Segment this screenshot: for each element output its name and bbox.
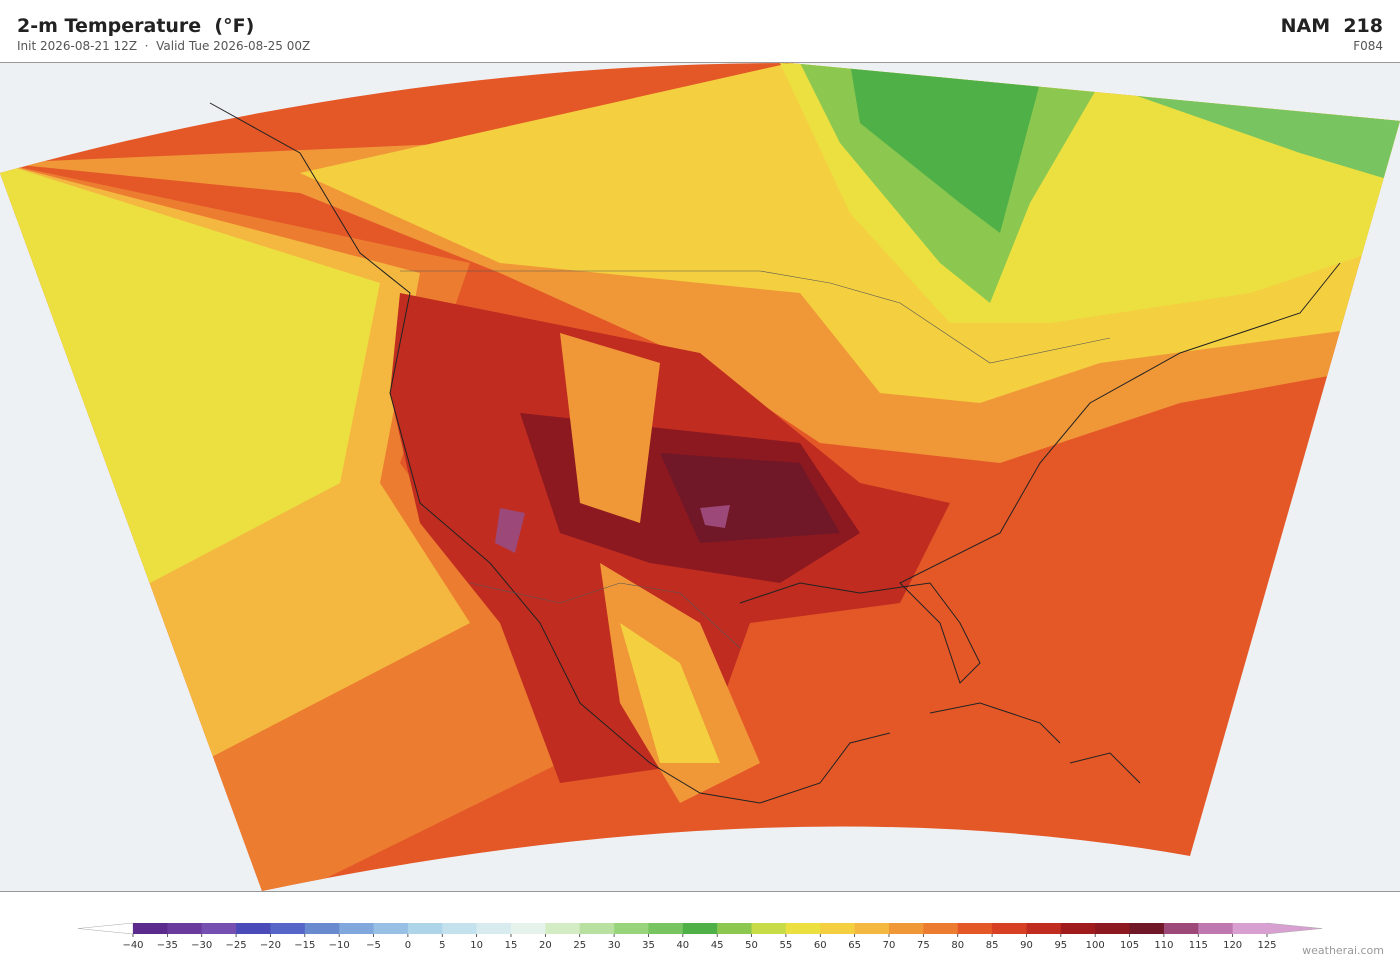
- colorbar-segment: [339, 923, 375, 934]
- colorbar-segment: [1095, 923, 1131, 934]
- colorbar-segment: [923, 923, 959, 934]
- colorbar-tick-label: 45: [711, 940, 724, 951]
- colorbar-tick-label: −10: [329, 940, 350, 951]
- colorbar-segment: [167, 923, 203, 934]
- colorbar-tick-label: 35: [642, 940, 655, 951]
- colorbar-segment: [201, 923, 237, 934]
- forecast-hour: F084: [1353, 39, 1383, 53]
- colorbar-tick-label: 100: [1086, 940, 1105, 951]
- colorbar-tick-label: −30: [191, 940, 212, 951]
- colorbar-segment: [682, 923, 718, 934]
- subtitle: Init 2026-08-21 12Z · Valid Tue 2026-08-…: [17, 39, 311, 53]
- colorbar-tick-label: 0: [405, 940, 411, 951]
- colorbar-tick-label: 50: [745, 940, 758, 951]
- colorbar-tick-label: 120: [1223, 940, 1242, 951]
- colorbar-tick-label: 30: [608, 940, 621, 951]
- colorbar-tick-label: 110: [1154, 940, 1173, 951]
- colorbar-tick-label: 75: [917, 940, 930, 951]
- colorbar-segment: [717, 923, 753, 934]
- colorbar-segment: [579, 923, 615, 934]
- watermark: weatherai.com: [1302, 944, 1384, 957]
- colorbar-segment: [1026, 923, 1062, 934]
- colorbar-tick-label: −20: [260, 940, 281, 951]
- colorbar-segment: [820, 923, 856, 934]
- colorbar-segment: [373, 923, 409, 934]
- colorbar-tick-label: 105: [1120, 940, 1139, 951]
- colorbar-tick-label: −5: [366, 940, 381, 951]
- colorbar-tick-label: 85: [986, 940, 999, 951]
- colorbar-tick-label: 90: [1020, 940, 1033, 951]
- colorbar-segment: [476, 923, 512, 934]
- coastlines: [209, 102, 1341, 804]
- colorbar-tick-label: 60: [814, 940, 827, 951]
- colorbar-tick-label: −40: [122, 940, 143, 951]
- colorbar-segment: [1129, 923, 1165, 934]
- colorbar: −40 −35 −30 −25 −20 −15 −10 −5 0 5 10 15 20 25 30 35 40 4…: [77, 922, 1323, 951]
- colorbar-tick-label: 10: [470, 940, 483, 951]
- colorbar-segment: [511, 923, 546, 934]
- colorbar-segment: [992, 923, 1027, 934]
- colorbar-under: [77, 922, 134, 935]
- colorbar-tick-label: −35: [157, 940, 178, 951]
- colorbar-tick-label: 5: [439, 940, 445, 951]
- colorbar-segment: [133, 923, 168, 934]
- colorbar-segment: [889, 923, 924, 934]
- colorbar-tick-label: 20: [539, 940, 552, 951]
- colorbar-tick-label: 80: [951, 940, 964, 951]
- title: 2-m Temperature (°F): [17, 15, 255, 37]
- colorbar-segment: [407, 923, 443, 934]
- colorbar-over: [1266, 922, 1323, 935]
- colorbar-segment: [957, 923, 993, 934]
- colorbar-tick-label: 70: [883, 940, 896, 951]
- colorbar-segment: [236, 923, 271, 934]
- colorbar-tick-label: −25: [226, 940, 247, 951]
- colorbar-tick-label: 15: [505, 940, 518, 951]
- colorbar-segment: [1232, 923, 1268, 934]
- colorbar-segment: [442, 923, 478, 934]
- model-name: NAM 218: [1280, 15, 1383, 37]
- colorbar-segment: [1060, 923, 1096, 934]
- colorbar-segment: [270, 923, 306, 934]
- colorbar-segment: [1163, 923, 1199, 934]
- colorbar-segment: [648, 923, 684, 934]
- colorbar-segment: [545, 923, 581, 934]
- colorbar-segment: [785, 923, 821, 934]
- colorbar-segment: [854, 923, 890, 934]
- colorbar-segment: [1198, 923, 1234, 934]
- map: [0, 62, 1400, 892]
- colorbar-segment: [304, 923, 340, 934]
- colorbar-tick-label: 125: [1257, 940, 1276, 951]
- colorbar-tick-label: 25: [573, 940, 586, 951]
- colorbar-tick-label: 65: [848, 940, 861, 951]
- colorbar-tick-label: 95: [1054, 940, 1067, 951]
- colorbar-tick-label: 115: [1189, 940, 1208, 951]
- colorbar-tick-label: 55: [780, 940, 793, 951]
- borders: [400, 270, 1111, 649]
- colorbar-tick-label: −15: [294, 940, 315, 951]
- colorbar-segment: [751, 923, 787, 934]
- colorbar-segment: [614, 923, 649, 934]
- colorbar-tick-label: 40: [676, 940, 689, 951]
